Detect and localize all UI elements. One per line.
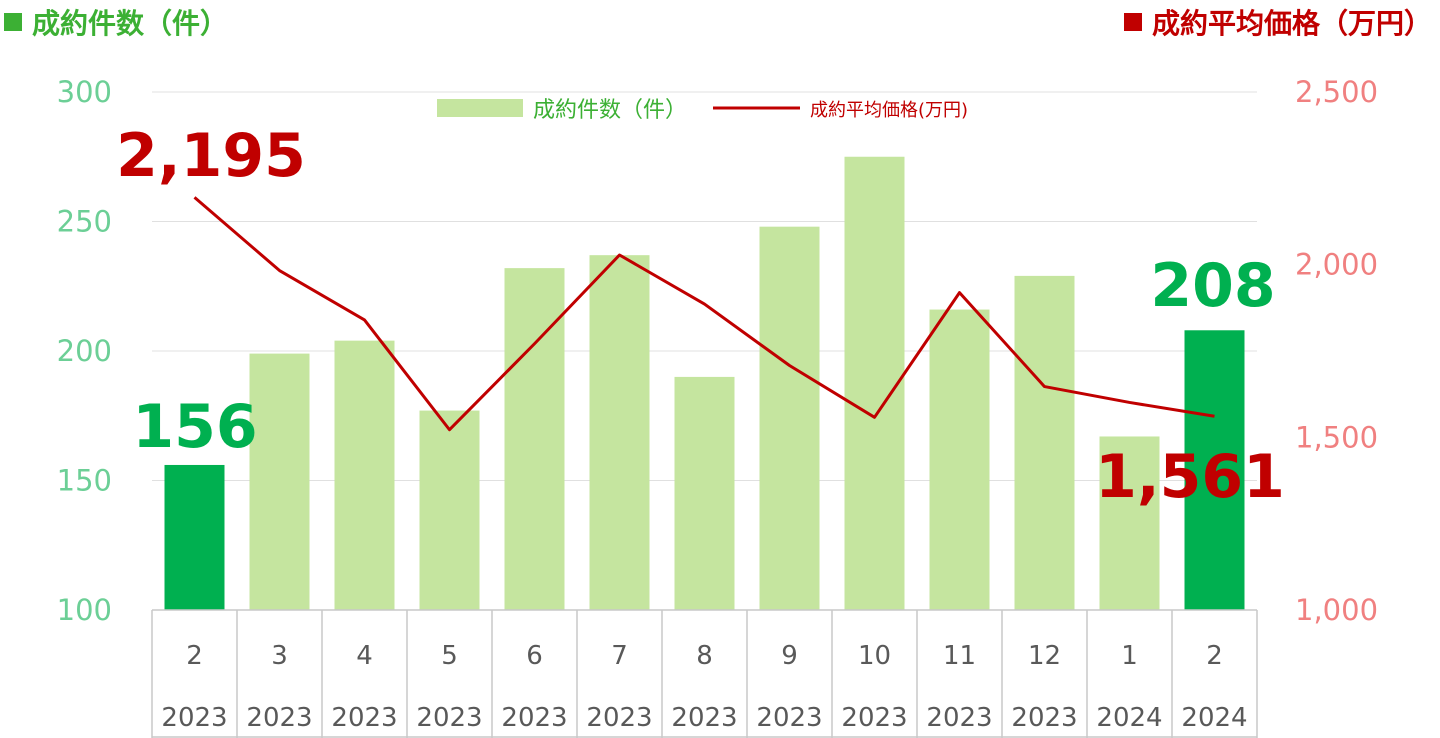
x-axis-year-label: 2023 — [586, 703, 652, 733]
x-axis-month-label: 9 — [781, 641, 798, 671]
bar — [164, 464, 225, 610]
x-axis-month-label: 4 — [356, 641, 373, 671]
price-line — [193, 196, 1215, 432]
x-axis-month-label: 2 — [1206, 641, 1223, 671]
bar — [929, 309, 990, 610]
data-label: 1,561 — [1095, 442, 1285, 512]
x-axis-month-label: 12 — [1028, 641, 1061, 671]
x-axis-year-label: 2023 — [416, 703, 482, 733]
bar — [504, 268, 565, 610]
bar — [249, 353, 310, 610]
x-axis-year-label: 2023 — [501, 703, 567, 733]
x-axis-month-label: 7 — [611, 641, 628, 671]
x-axis-year-label: 2023 — [331, 703, 397, 733]
x-axis-month-label: 5 — [441, 641, 458, 671]
bar — [844, 156, 905, 610]
x-axis-year-label: 2023 — [671, 703, 737, 733]
left-axis-tick-label: 250 — [57, 205, 112, 239]
x-axis-year-label: 2023 — [756, 703, 822, 733]
left-axis-tick-label: 100 — [57, 593, 112, 627]
right-axis-tick-label: 2,000 — [1295, 248, 1378, 282]
bar — [419, 410, 480, 610]
legend-bar-swatch — [437, 99, 523, 117]
bar — [589, 255, 650, 611]
x-axis-year-label: 2023 — [246, 703, 312, 733]
right-axis-tick-label: 2,500 — [1295, 75, 1378, 109]
x-axis-year-label: 2024 — [1181, 703, 1247, 733]
legend-line-label: 成約平均価格(万円) — [810, 100, 968, 121]
x-axis-month-label: 1 — [1121, 641, 1138, 671]
bar — [1014, 275, 1075, 610]
x-axis-month-label: 10 — [858, 641, 891, 671]
data-label: 156 — [132, 392, 257, 462]
left-axis-tick-label: 200 — [57, 334, 112, 368]
count-axis-title: 成約件数（件） — [4, 2, 228, 42]
x-axis-year-label: 2023 — [841, 703, 907, 733]
x-axis-month-label: 6 — [526, 641, 543, 671]
count-legend-square-icon — [4, 13, 22, 31]
x-axis-month-label: 11 — [943, 641, 976, 671]
price-axis-title: 成約平均価格（万円） — [1123, 2, 1432, 42]
legend-bar-label: 成約件数（件） — [533, 98, 687, 123]
bar — [674, 376, 735, 610]
right-axis-tick-label: 1,000 — [1295, 593, 1378, 627]
x-axis-year-label: 2024 — [1096, 703, 1162, 733]
bar — [1099, 436, 1160, 610]
data-label: 208 — [1150, 251, 1275, 321]
left-axis-tick-label: 150 — [57, 464, 112, 498]
left-axis-tick-label: 300 — [57, 75, 112, 109]
x-axis-month-label: 2 — [186, 641, 203, 671]
x-axis-month-label: 3 — [271, 641, 288, 671]
bar — [334, 340, 395, 610]
bar — [759, 226, 820, 610]
x-axis-year-label: 2023 — [161, 703, 227, 733]
bar — [1184, 330, 1245, 610]
x-axis-year-label: 2023 — [1011, 703, 1077, 733]
right-axis-tick-label: 1,500 — [1295, 420, 1378, 454]
price-legend-square-icon — [1123, 13, 1142, 31]
x-axis-year-label: 2023 — [926, 703, 992, 733]
x-axis-month-label: 8 — [696, 641, 713, 671]
data-label: 2,195 — [116, 121, 306, 191]
